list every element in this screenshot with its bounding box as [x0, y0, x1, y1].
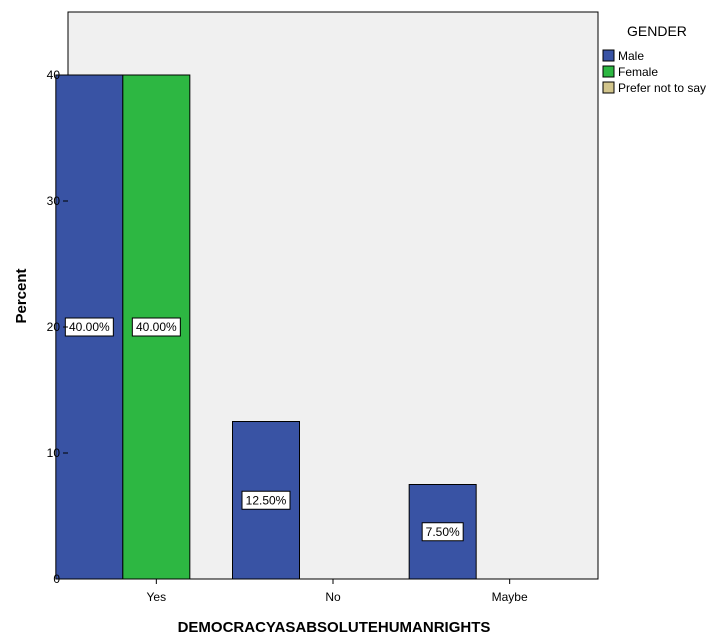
data-label: 40.00% — [136, 320, 177, 334]
legend-label: Male — [618, 49, 644, 63]
data-label-box — [241, 490, 291, 510]
x-tick-label: Maybe — [492, 590, 528, 604]
y-tick-label: 0 — [53, 572, 60, 586]
legend-swatch-male — [602, 49, 615, 62]
data-label-box — [421, 522, 464, 542]
y-tick-label: 20 — [47, 320, 61, 334]
legend: GENDER Male Female Prefer not to say — [602, 23, 706, 95]
legend-swatch-female — [602, 65, 615, 78]
x-axis-title: DEMOCRACYASABSOLUTEHUMANRIGHTS — [178, 619, 491, 636]
data-label: 7.50% — [426, 525, 460, 539]
bars-group: 40.00% 40.00% 12.50% 7.50% — [55, 74, 477, 580]
legend-title: GENDER — [627, 23, 687, 39]
x-tick-label: No — [325, 590, 341, 604]
y-tick-label: 10 — [47, 446, 61, 460]
legend-swatch-prefer-not-to-say — [602, 81, 615, 94]
data-label: 12.50% — [246, 493, 287, 507]
y-axis: 0 10 20 30 40 — [47, 68, 68, 586]
y-tick-label: 30 — [47, 194, 61, 208]
data-label-box — [131, 317, 181, 337]
y-axis-title: Percent — [13, 268, 30, 323]
data-label: 40.00% — [69, 320, 110, 334]
legend-label: Prefer not to say — [618, 81, 706, 95]
x-axis: Yes No Maybe — [147, 579, 528, 604]
x-tick-label: Yes — [147, 590, 167, 604]
legend-label: Female — [618, 65, 658, 79]
y-tick-label: 40 — [47, 68, 61, 82]
